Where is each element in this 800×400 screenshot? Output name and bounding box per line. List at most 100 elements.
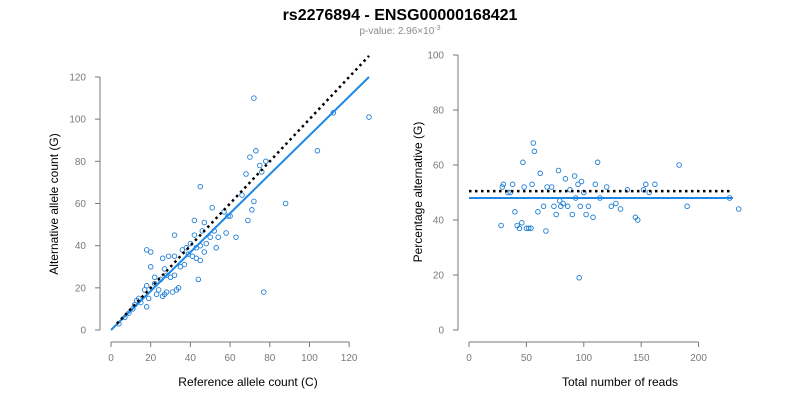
right-data-point	[553, 211, 559, 218]
left-data-point	[163, 289, 170, 295]
left-data-point	[243, 171, 249, 177]
left-data-point	[145, 295, 152, 302]
left-data-point	[201, 219, 208, 226]
left-data-point	[147, 249, 154, 255]
left-x-axis-title: Reference allele count (C)	[178, 375, 317, 389]
right-data-point	[575, 181, 581, 188]
right-y-tick-label: 60	[433, 161, 445, 172]
left-y-tick-label: 40	[75, 241, 87, 252]
left-data-point	[191, 217, 198, 224]
left-data-point	[261, 289, 267, 295]
right-data-point	[608, 203, 615, 210]
left-data-point	[251, 95, 257, 101]
right-data-point	[519, 220, 525, 226]
right-data-point	[569, 211, 576, 218]
left-data-point	[263, 158, 269, 165]
left-data-point	[175, 285, 182, 291]
right-data-point	[585, 203, 592, 210]
left-data-point	[197, 257, 204, 264]
right-data-point	[544, 184, 550, 190]
left-data-point	[247, 154, 253, 160]
left-data-point	[223, 230, 229, 236]
right-y-tick-label: 20	[433, 271, 445, 282]
left-data-point	[257, 162, 263, 169]
left-data-point	[195, 276, 202, 283]
left-x-tick-label: 100	[301, 353, 318, 364]
left-data-point	[171, 272, 178, 278]
right-y-tick-label: 100	[427, 51, 444, 62]
right-data-point	[634, 217, 641, 223]
left-data-point	[197, 183, 204, 190]
right-data-point	[590, 214, 596, 221]
left-data-point	[239, 192, 245, 198]
right-data-point	[555, 167, 562, 174]
left-x-tick-label: 80	[264, 353, 276, 364]
left-data-point	[213, 245, 219, 251]
right-data-point	[617, 206, 624, 212]
right-x-tick-label: 50	[521, 353, 533, 364]
left-data-point	[181, 261, 188, 268]
left-data-point	[215, 234, 221, 240]
right-x-tick-label: 200	[690, 353, 707, 364]
left-data-point	[159, 255, 166, 262]
right-data-point	[525, 225, 532, 232]
right-data-point	[567, 187, 573, 193]
left-data-point	[153, 291, 160, 297]
left-x-tick-label: 40	[185, 353, 197, 364]
figure-title: rs2276894 - ENSG00000168421	[283, 7, 518, 24]
right-data-point	[592, 181, 599, 188]
right-y-tick-label: 80	[433, 106, 445, 117]
right-data-point	[531, 148, 538, 155]
right-data-point	[512, 209, 518, 215]
left-data-point	[147, 264, 154, 270]
right-x-tick-label: 0	[466, 353, 472, 364]
left-data-point	[201, 249, 208, 255]
left-y-tick-label: 0	[80, 326, 86, 337]
right-data-point	[603, 184, 610, 190]
right-data-point	[500, 181, 507, 188]
left-data-point	[366, 114, 372, 120]
left-data-point	[141, 287, 148, 293]
right-x-tick-label: 150	[633, 353, 650, 364]
right-data-point	[551, 203, 557, 210]
right-data-point	[577, 203, 584, 210]
left-scatter-panel: 0 20 40 60 80 100 120 0 20 40 60 80 100 120 Reference …	[47, 55, 372, 389]
right-data-point	[520, 159, 526, 166]
right-y-axis-title: Percentage alternative (G)	[411, 122, 425, 263]
left-data-point	[171, 253, 178, 259]
p-value-label: p-value: 2.96×10-3	[359, 25, 440, 37]
right-data-point	[562, 176, 569, 182]
left-data-point	[233, 234, 239, 240]
left-x-tick-label: 60	[225, 353, 237, 364]
right-data-point	[576, 275, 582, 281]
right-data-point	[583, 211, 589, 218]
left-data-point	[203, 240, 210, 247]
right-data-point	[540, 203, 547, 210]
right-data-point	[564, 203, 571, 210]
left-data-point	[207, 234, 213, 240]
left-y-tick-label: 120	[69, 73, 86, 84]
left-data-point	[245, 217, 251, 224]
right-data-point	[505, 189, 511, 196]
right-data-point	[537, 170, 543, 177]
right-data-point	[498, 222, 504, 229]
left-data-point	[249, 207, 255, 213]
left-reference-line	[116, 55, 370, 325]
right-y-tick-label: 40	[433, 216, 445, 227]
left-data-point	[330, 110, 337, 116]
right-data-point	[735, 206, 742, 212]
right-data-point	[643, 181, 649, 188]
left-x-tick-label: 0	[108, 353, 114, 364]
left-data-point	[209, 204, 215, 211]
left-data-point	[251, 198, 257, 205]
right-data-point	[684, 203, 690, 210]
right-data-point	[548, 184, 555, 190]
right-data-point	[676, 162, 682, 168]
right-data-point	[571, 173, 578, 179]
left-data-point	[314, 148, 321, 154]
left-y-axis-title: Alternative allele count (G)	[47, 133, 61, 274]
left-x-tick-label: 120	[341, 353, 358, 364]
left-data-point	[151, 274, 158, 281]
